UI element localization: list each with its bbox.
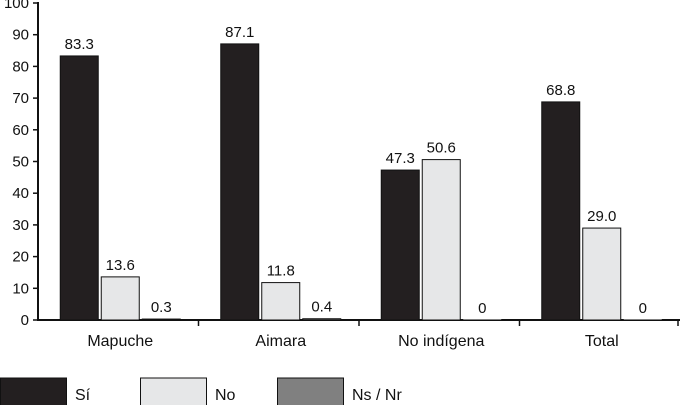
data-label: 47.3 — [386, 150, 415, 167]
x-category-label: Mapuche — [87, 333, 153, 350]
y-tick-label: 40 — [12, 185, 29, 202]
y-tick-label: 70 — [12, 90, 29, 107]
y-tick-label: 20 — [12, 249, 29, 266]
bar — [541, 101, 581, 321]
data-label: 0.4 — [311, 299, 332, 316]
bar — [421, 159, 461, 321]
legend-swatch — [140, 377, 207, 405]
legend-swatch — [277, 377, 344, 405]
bar — [100, 276, 140, 321]
y-tick-label: 10 — [12, 280, 29, 297]
y-tick-label: 50 — [12, 154, 29, 171]
legend-swatch — [0, 377, 67, 405]
bars-group — [59, 43, 662, 321]
data-label: 87.1 — [225, 24, 254, 41]
data-label: 68.8 — [546, 82, 575, 99]
x-category-label: Aimara — [255, 333, 306, 350]
bar — [59, 55, 99, 321]
y-axis: 0 10 20 30 40 50 60 70 80 90 100 — [4, 0, 39, 329]
legend-label: No — [215, 387, 236, 404]
bar — [141, 318, 181, 321]
data-label: 29.0 — [587, 208, 616, 225]
y-tick-label: 0 — [21, 312, 29, 329]
y-tick-label: 100 — [4, 0, 29, 12]
bar — [261, 282, 301, 321]
bar — [463, 319, 502, 320]
data-label: 0 — [478, 300, 486, 317]
data-label: 11.8 — [267, 263, 295, 280]
bar — [582, 227, 622, 321]
bar — [380, 169, 420, 321]
data-label: 0 — [639, 300, 647, 317]
bar — [623, 319, 662, 320]
data-label: 83.3 — [65, 36, 94, 53]
legend-label: Ns / Nr — [352, 387, 402, 404]
data-label: 0.3 — [151, 299, 172, 316]
data-labels-group: 83.3 13.6 0.3 87.1 11.8 0.4 47.3 50.6 0 68.8 29.0 0 — [65, 24, 647, 317]
bar — [302, 318, 342, 321]
legend-label: Sí — [75, 387, 91, 404]
x-axis: Mapuche Aimara No indígena Total — [38, 319, 680, 350]
x-category-label: Total — [585, 333, 619, 350]
y-tick-label: 80 — [12, 58, 29, 75]
data-label: 13.6 — [106, 257, 135, 274]
legend: Sí No Ns / Nr — [0, 377, 402, 405]
data-label: 50.6 — [427, 140, 456, 157]
y-tick-label: 90 — [12, 27, 29, 44]
bar — [220, 43, 260, 321]
x-category-label: No indígena — [398, 333, 484, 350]
y-tick-label: 60 — [12, 122, 29, 139]
y-tick-label: 30 — [12, 217, 29, 234]
